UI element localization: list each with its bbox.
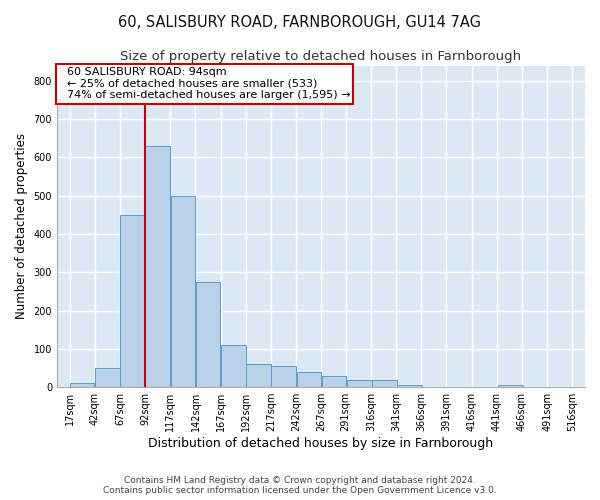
Bar [221, 345, 245, 387]
Bar [322, 376, 346, 387]
X-axis label: Distribution of detached houses by size in Farnborough: Distribution of detached houses by size … [148, 437, 494, 450]
Bar [170, 196, 195, 387]
Bar [95, 368, 119, 387]
Bar [372, 380, 397, 387]
Title: Size of property relative to detached houses in Farnborough: Size of property relative to detached ho… [121, 50, 521, 63]
Text: 60 SALISBURY ROAD: 94sqm
  ← 25% of detached houses are smaller (533)
  74% of s: 60 SALISBURY ROAD: 94sqm ← 25% of detach… [59, 67, 350, 100]
Bar [271, 366, 296, 387]
Bar [70, 384, 94, 387]
Bar [296, 372, 321, 387]
Bar [347, 380, 371, 387]
Text: Contains HM Land Registry data © Crown copyright and database right 2024.
Contai: Contains HM Land Registry data © Crown c… [103, 476, 497, 495]
Y-axis label: Number of detached properties: Number of detached properties [15, 134, 28, 320]
Bar [120, 215, 145, 387]
Bar [397, 386, 422, 387]
Bar [246, 364, 271, 387]
Bar [196, 282, 220, 387]
Text: 60, SALISBURY ROAD, FARNBOROUGH, GU14 7AG: 60, SALISBURY ROAD, FARNBOROUGH, GU14 7A… [119, 15, 482, 30]
Bar [498, 386, 523, 387]
Bar [145, 146, 170, 387]
